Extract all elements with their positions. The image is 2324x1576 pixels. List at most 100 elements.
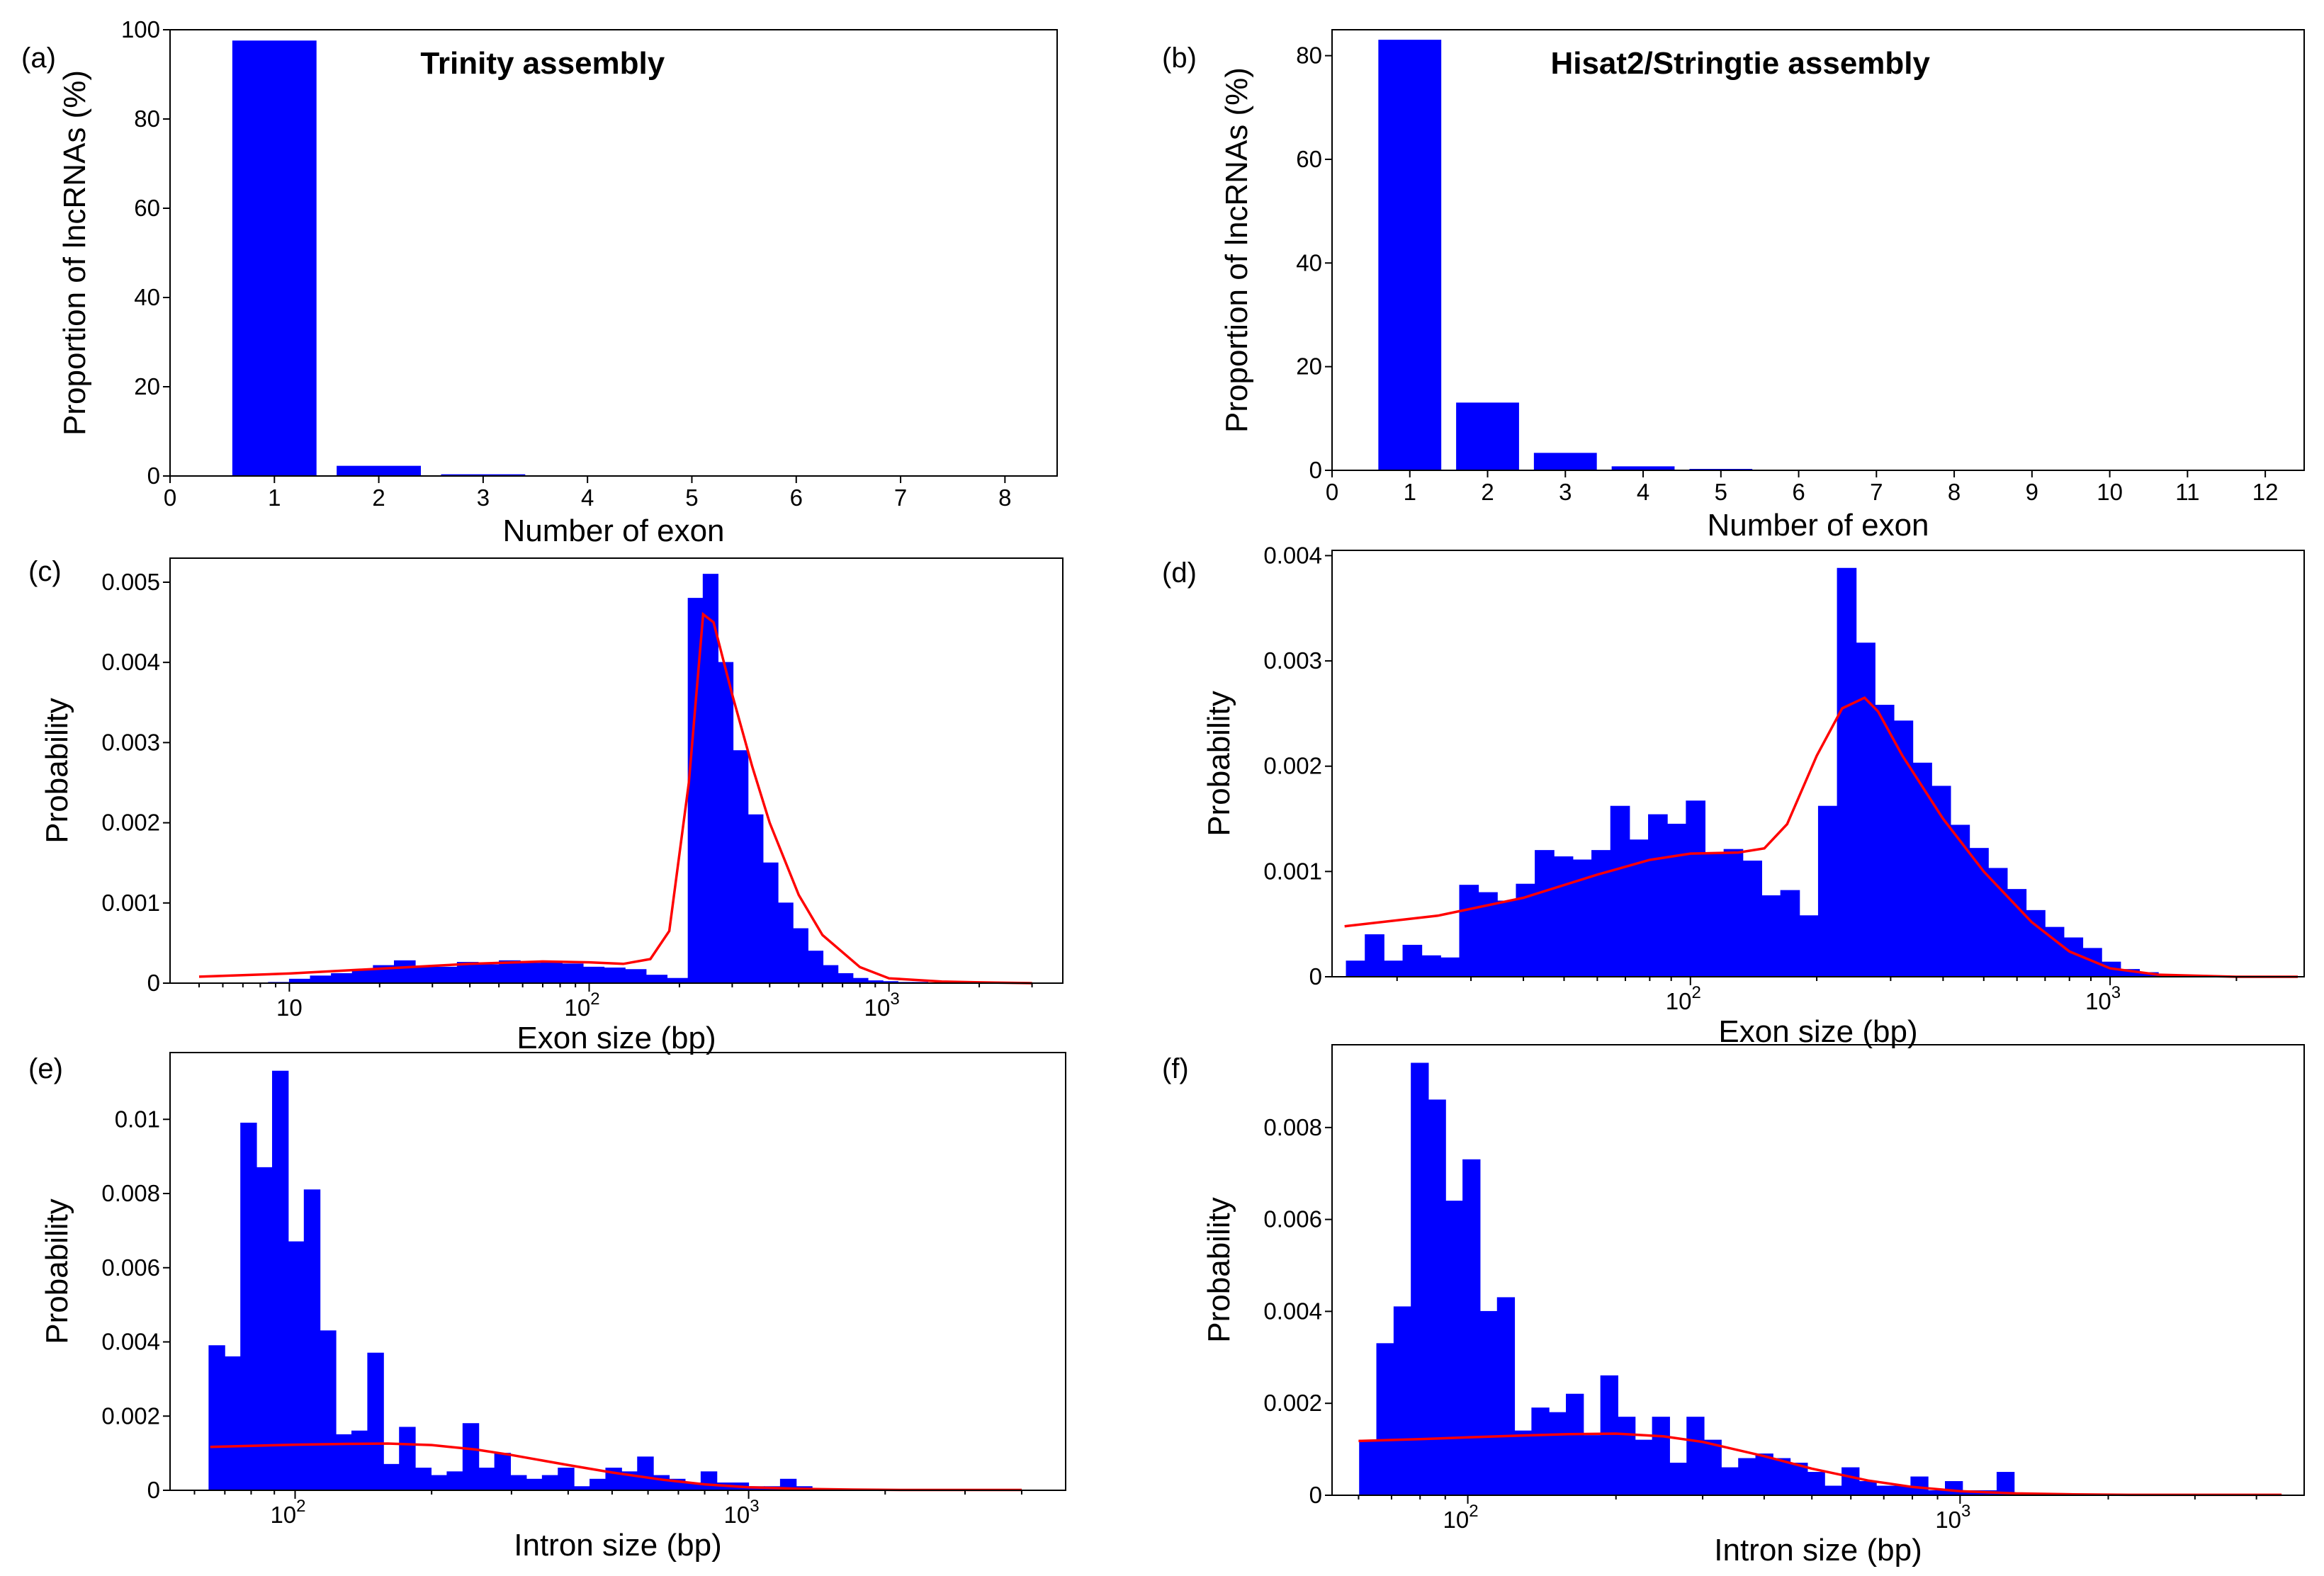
x-tick-base: 10 [724, 1502, 750, 1528]
histogram-bar [1874, 705, 1895, 977]
bar-1 [1378, 40, 1442, 471]
x-tick-base: 10 [1443, 1507, 1470, 1533]
histogram-bar [1496, 1297, 1516, 1496]
y-tick-label: 0.002 [101, 810, 160, 836]
histogram-bar [762, 862, 779, 984]
histogram-bar [1591, 850, 1611, 977]
histogram-bar [1824, 1485, 1843, 1496]
y-tick-label: 60 [1296, 146, 1322, 172]
histogram-bar [1875, 1485, 1895, 1496]
x-tick-label: 5 [1715, 479, 1727, 505]
y-tick-label: 0.004 [101, 649, 160, 675]
histogram-bar [271, 1070, 289, 1491]
histogram-bar [1531, 1407, 1550, 1496]
histogram-bar [1648, 814, 1668, 977]
histogram-bar [1610, 805, 1630, 977]
histogram-bar [1841, 1467, 1860, 1496]
x-axis-title: Intron size (bp) [1714, 1533, 1922, 1568]
histogram-bar [351, 1430, 368, 1491]
histogram-bar [1945, 1481, 1963, 1496]
histogram-bar [1548, 1412, 1567, 1496]
histogram-bar [541, 960, 563, 984]
x-tick-exponent: 3 [1961, 1502, 1970, 1521]
histogram-bar [1893, 720, 1914, 977]
histogram-bar [1566, 1393, 1584, 1496]
histogram-bar [331, 973, 353, 984]
histogram-bar [1761, 895, 1781, 977]
y-tick-label: 0.01 [115, 1106, 160, 1132]
fit-curve [1358, 1432, 2282, 1497]
histogram-bar [320, 1330, 337, 1491]
x-tick-label: 8 [998, 484, 1011, 511]
x-tick-label: 0 [1326, 479, 1338, 505]
histogram-bar [414, 965, 437, 984]
x-tick-label: 1 [1404, 479, 1416, 505]
panel-e: (e)102 10300.0020.0040.0060.0080.01Intron… [28, 1052, 1066, 1563]
x-tick-label: 3 [477, 484, 490, 511]
bar-3 [1533, 453, 1597, 471]
x-tick-label: 103 [864, 990, 900, 1021]
histogram-bar [1837, 567, 1857, 977]
y-tick-label: 80 [134, 106, 160, 132]
histogram-bar [1686, 800, 1706, 977]
y-tick-label: 0 [147, 1477, 160, 1503]
plot-frame [1331, 29, 2305, 471]
histogram-bar [1479, 1310, 1498, 1496]
histogram-bar [748, 814, 764, 984]
y-tick-label: 100 [121, 16, 160, 42]
histogram-bar [1440, 957, 1460, 977]
histogram-bar [1652, 1417, 1670, 1496]
histogram-bar [637, 1456, 654, 1491]
x-tick-label: 102 [270, 1497, 305, 1528]
histogram-bar [1669, 1463, 1688, 1496]
histogram-bar [1421, 955, 1441, 977]
y-tick-label: 0.002 [1263, 1390, 1322, 1416]
fit-curve [1344, 696, 2298, 978]
histogram-bar [837, 973, 854, 984]
histogram-bar [478, 1468, 495, 1491]
histogram-bar [310, 975, 332, 984]
histogram-bar [224, 1356, 242, 1491]
chart-title: Trinity assembly [420, 46, 665, 81]
histogram-bar [510, 1475, 527, 1491]
x-tick-label: 4 [581, 484, 594, 511]
x-tick-label: 12 [2252, 479, 2279, 505]
y-axis-title: Probability [1202, 1197, 1236, 1342]
x-tick-exponent: 3 [2111, 983, 2121, 1002]
histogram-bar [431, 1475, 448, 1491]
x-tick-label: 103 [1935, 1502, 1970, 1533]
x-tick-label: 7 [1870, 479, 1883, 505]
x-tick-label: 102 [1443, 1502, 1479, 1533]
x-axis-title: Intron size (bp) [514, 1528, 721, 1563]
y-axis-title: Probability [40, 698, 74, 843]
histogram-bar [582, 966, 605, 984]
y-tick-label: 0.001 [1263, 858, 1322, 884]
histogram-bar [240, 1123, 257, 1491]
y-tick-label: 20 [1296, 353, 1322, 380]
histogram-bar [1428, 1099, 1446, 1496]
x-tick-label: 10 [276, 994, 303, 1021]
histogram-bar [288, 1241, 305, 1491]
panel-c: (c)10 102 10300.0010.0020.0030.0040.005Exo… [28, 556, 1064, 1055]
panel-label: (f) [1162, 1053, 1189, 1084]
y-tick-label: 0 [1309, 1482, 1322, 1508]
histogram-bar [1635, 1439, 1653, 1496]
y-tick-label: 60 [134, 195, 160, 221]
histogram-bar [1686, 1417, 1705, 1496]
y-tick-label: 0.002 [101, 1402, 160, 1429]
histogram-bar [1346, 960, 1366, 977]
y-tick-label: 0.008 [101, 1180, 160, 1206]
histogram-bar [807, 951, 824, 984]
histogram-bar [717, 662, 734, 984]
histogram-bar [1459, 885, 1479, 977]
histogram-bar [367, 1352, 384, 1491]
histogram-bar [478, 964, 500, 984]
x-tick-label: 2 [1481, 479, 1494, 505]
x-tick-exponent: 3 [890, 990, 899, 1009]
x-axis-title: Exon size (bp) [1718, 1014, 1917, 1049]
x-tick-base: 10 [276, 994, 303, 1021]
